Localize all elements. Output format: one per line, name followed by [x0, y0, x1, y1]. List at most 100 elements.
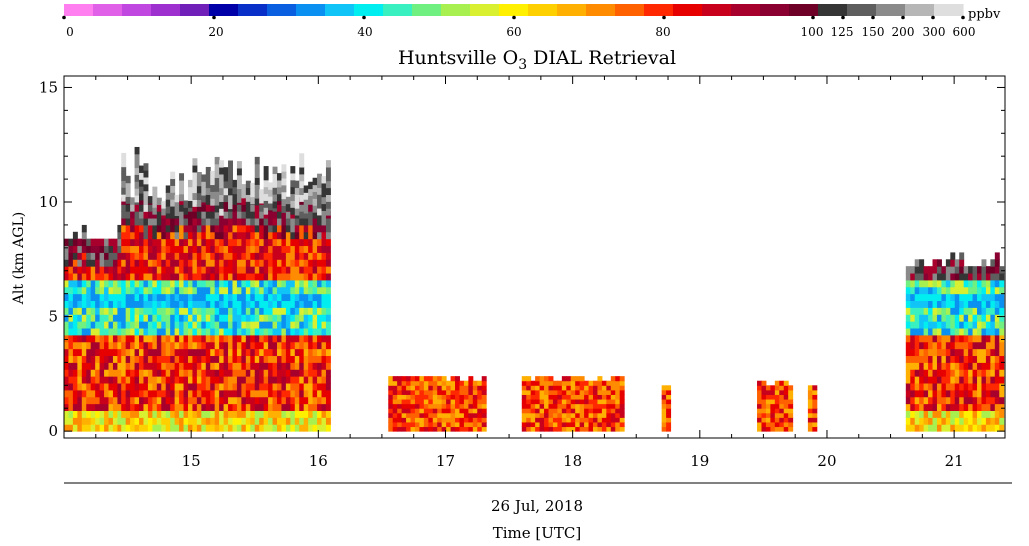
- heatmap-cell: [143, 266, 149, 274]
- heatmap-cell: [910, 328, 916, 336]
- heatmap-cell: [661, 399, 667, 405]
- heatmap-cell: [210, 245, 216, 253]
- heatmap-cell: [761, 399, 767, 405]
- heatmap-cell: [210, 231, 216, 240]
- heatmap-cell: [205, 403, 211, 412]
- heatmap-cell: [143, 396, 149, 405]
- heatmap-cell: [325, 201, 331, 209]
- heatmap-cell: [945, 279, 951, 288]
- heatmap-cell: [112, 238, 118, 247]
- heatmap-cell: [95, 348, 101, 357]
- heatmap-cell: [179, 231, 185, 240]
- heatmap-cell: [170, 355, 176, 363]
- heatmap-cell: [210, 273, 216, 281]
- heatmap-cell: [81, 328, 87, 336]
- heatmap-cell: [570, 389, 576, 395]
- heatmap-cell: [147, 307, 153, 315]
- heatmap-cell: [179, 383, 185, 391]
- heatmap-cell: [281, 396, 287, 405]
- heatmap-cell: [210, 417, 216, 425]
- heatmap-cell: [68, 293, 74, 302]
- colorbar-tick: [362, 15, 366, 20]
- heatmap-cell: [201, 252, 207, 260]
- heatmap-cell: [223, 187, 229, 196]
- colorbar-swatch: [934, 4, 964, 16]
- heatmap-cell: [544, 426, 549, 432]
- heatmap-cell: [303, 300, 309, 308]
- heatmap-cell: [156, 286, 162, 295]
- heatmap-cell: [99, 293, 105, 302]
- heatmap-cell: [423, 412, 429, 418]
- heatmap-cell: [770, 394, 776, 400]
- heatmap-cell: [557, 380, 563, 386]
- heatmap-cell: [579, 421, 585, 428]
- heatmap-cell: [219, 201, 225, 209]
- heatmap-cell: [192, 238, 198, 247]
- heatmap-cell: [552, 389, 558, 395]
- heatmap-cell: [272, 389, 278, 398]
- heatmap-cell: [236, 286, 242, 295]
- heatmap-cell: [910, 383, 916, 391]
- heatmap-cell: [268, 376, 274, 384]
- heatmap-cell: [196, 259, 202, 267]
- heatmap-cell: [250, 314, 256, 322]
- heatmap-cell: [245, 204, 251, 212]
- heatmap-cell: [308, 389, 314, 398]
- heatmap-cell: [165, 389, 171, 398]
- heatmap-cell: [941, 362, 947, 370]
- heatmap-cell: [268, 314, 274, 322]
- heatmap-cell: [187, 273, 193, 281]
- heatmap-cell: [757, 385, 762, 391]
- heatmap-cell: [152, 231, 158, 240]
- heatmap-cell: [192, 424, 198, 432]
- heatmap-cell: [228, 238, 233, 247]
- heatmap-cell: [121, 187, 127, 195]
- heatmap-cell: [406, 376, 412, 382]
- heatmap-cell: [441, 421, 447, 428]
- heatmap-cell: [196, 424, 202, 432]
- heatmap-cell: [121, 417, 127, 425]
- heatmap-cell: [923, 334, 929, 343]
- heatmap-cell: [183, 424, 189, 432]
- heatmap-cell: [919, 279, 925, 288]
- heatmap-cell: [254, 273, 260, 281]
- heatmap-cell: [932, 259, 938, 267]
- heatmap-cell: [928, 389, 934, 398]
- heatmap-cell: [441, 403, 447, 409]
- heatmap-cell: [812, 399, 818, 405]
- heatmap-cell: [139, 307, 144, 315]
- heatmap-cell: [954, 307, 960, 315]
- heatmap-cell: [601, 403, 607, 409]
- heatmap-cell: [963, 362, 969, 370]
- heatmap-cell: [619, 408, 625, 414]
- heatmap-cell: [303, 279, 309, 288]
- heatmap-cell: [463, 385, 469, 391]
- colorbar-tick-label: 150: [862, 25, 885, 39]
- heatmap-cell: [941, 328, 947, 336]
- heatmap-cell: [201, 321, 207, 329]
- heatmap-cell: [317, 187, 323, 195]
- heatmap-cell: [72, 417, 78, 425]
- heatmap-cell: [263, 252, 269, 260]
- heatmap-cell: [121, 307, 127, 315]
- heatmap-cell: [152, 410, 158, 418]
- heatmap-cell: [254, 424, 260, 432]
- heatmap-cell: [161, 341, 167, 350]
- heatmap-cell: [147, 417, 153, 425]
- heatmap-cell: [205, 314, 211, 322]
- heatmap-cell: [219, 334, 225, 343]
- heatmap-cell: [477, 389, 483, 395]
- heatmap-cell: [104, 334, 110, 343]
- heatmap-cell: [936, 341, 942, 350]
- heatmap-cell: [214, 307, 220, 315]
- heatmap-cell: [228, 403, 233, 412]
- heatmap-cell: [290, 341, 296, 350]
- heatmap-cell: [557, 421, 563, 428]
- heatmap-cell: [174, 231, 180, 240]
- heatmap-cell: [179, 293, 185, 302]
- heatmap-cell: [130, 424, 136, 432]
- heatmap-cell: [919, 355, 925, 363]
- heatmap-cell: [812, 389, 818, 395]
- heatmap-cell: [108, 424, 114, 432]
